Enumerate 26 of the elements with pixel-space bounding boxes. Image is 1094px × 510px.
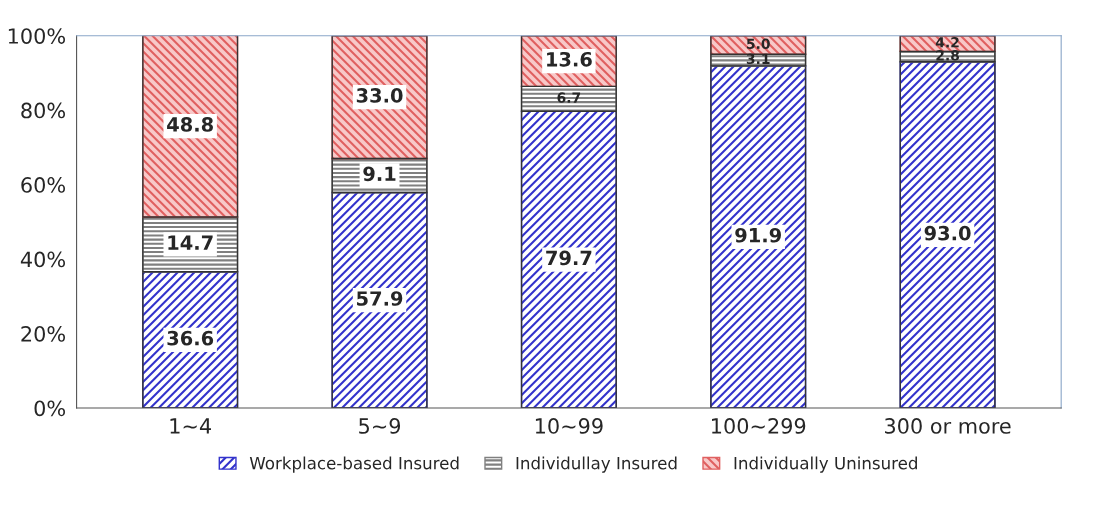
data-label: 4.2 bbox=[935, 37, 959, 48]
y-tick-label: 40% bbox=[20, 251, 66, 268]
y-tick-label: 0% bbox=[34, 400, 66, 417]
x-tick-label: 5~9 bbox=[359, 418, 401, 434]
x-tick-label: 10~99 bbox=[535, 418, 603, 434]
x-tick-label: 1~4 bbox=[170, 418, 211, 434]
data-label: 5.0 bbox=[747, 38, 770, 50]
y-tick-label: 60% bbox=[21, 177, 66, 193]
data-label: 57.9 bbox=[357, 291, 403, 306]
data-label: 9.1 bbox=[363, 166, 396, 182]
x-tick-label: 300 or more bbox=[885, 418, 1011, 434]
data-label: 48.8 bbox=[167, 117, 213, 132]
data-label: 13.6 bbox=[547, 51, 592, 67]
legend-label: Individullay Insured bbox=[516, 456, 677, 473]
data-label: 93.0 bbox=[924, 225, 971, 241]
data-label: 91.9 bbox=[735, 227, 781, 243]
data-label: 79.7 bbox=[546, 250, 592, 266]
legend-label: Individually Uninsured bbox=[734, 456, 917, 473]
y-tick-label: 80% bbox=[21, 102, 66, 119]
data-label: 14.7 bbox=[168, 235, 213, 250]
y-tick-label: 100% bbox=[8, 28, 66, 44]
y-tick-label: 20% bbox=[21, 325, 66, 342]
data-label: 36.6 bbox=[167, 330, 214, 346]
legend-label: Workplace-based Insured bbox=[249, 456, 459, 473]
data-label: 33.0 bbox=[356, 88, 403, 103]
x-tick-label: 100~299 bbox=[712, 418, 806, 434]
